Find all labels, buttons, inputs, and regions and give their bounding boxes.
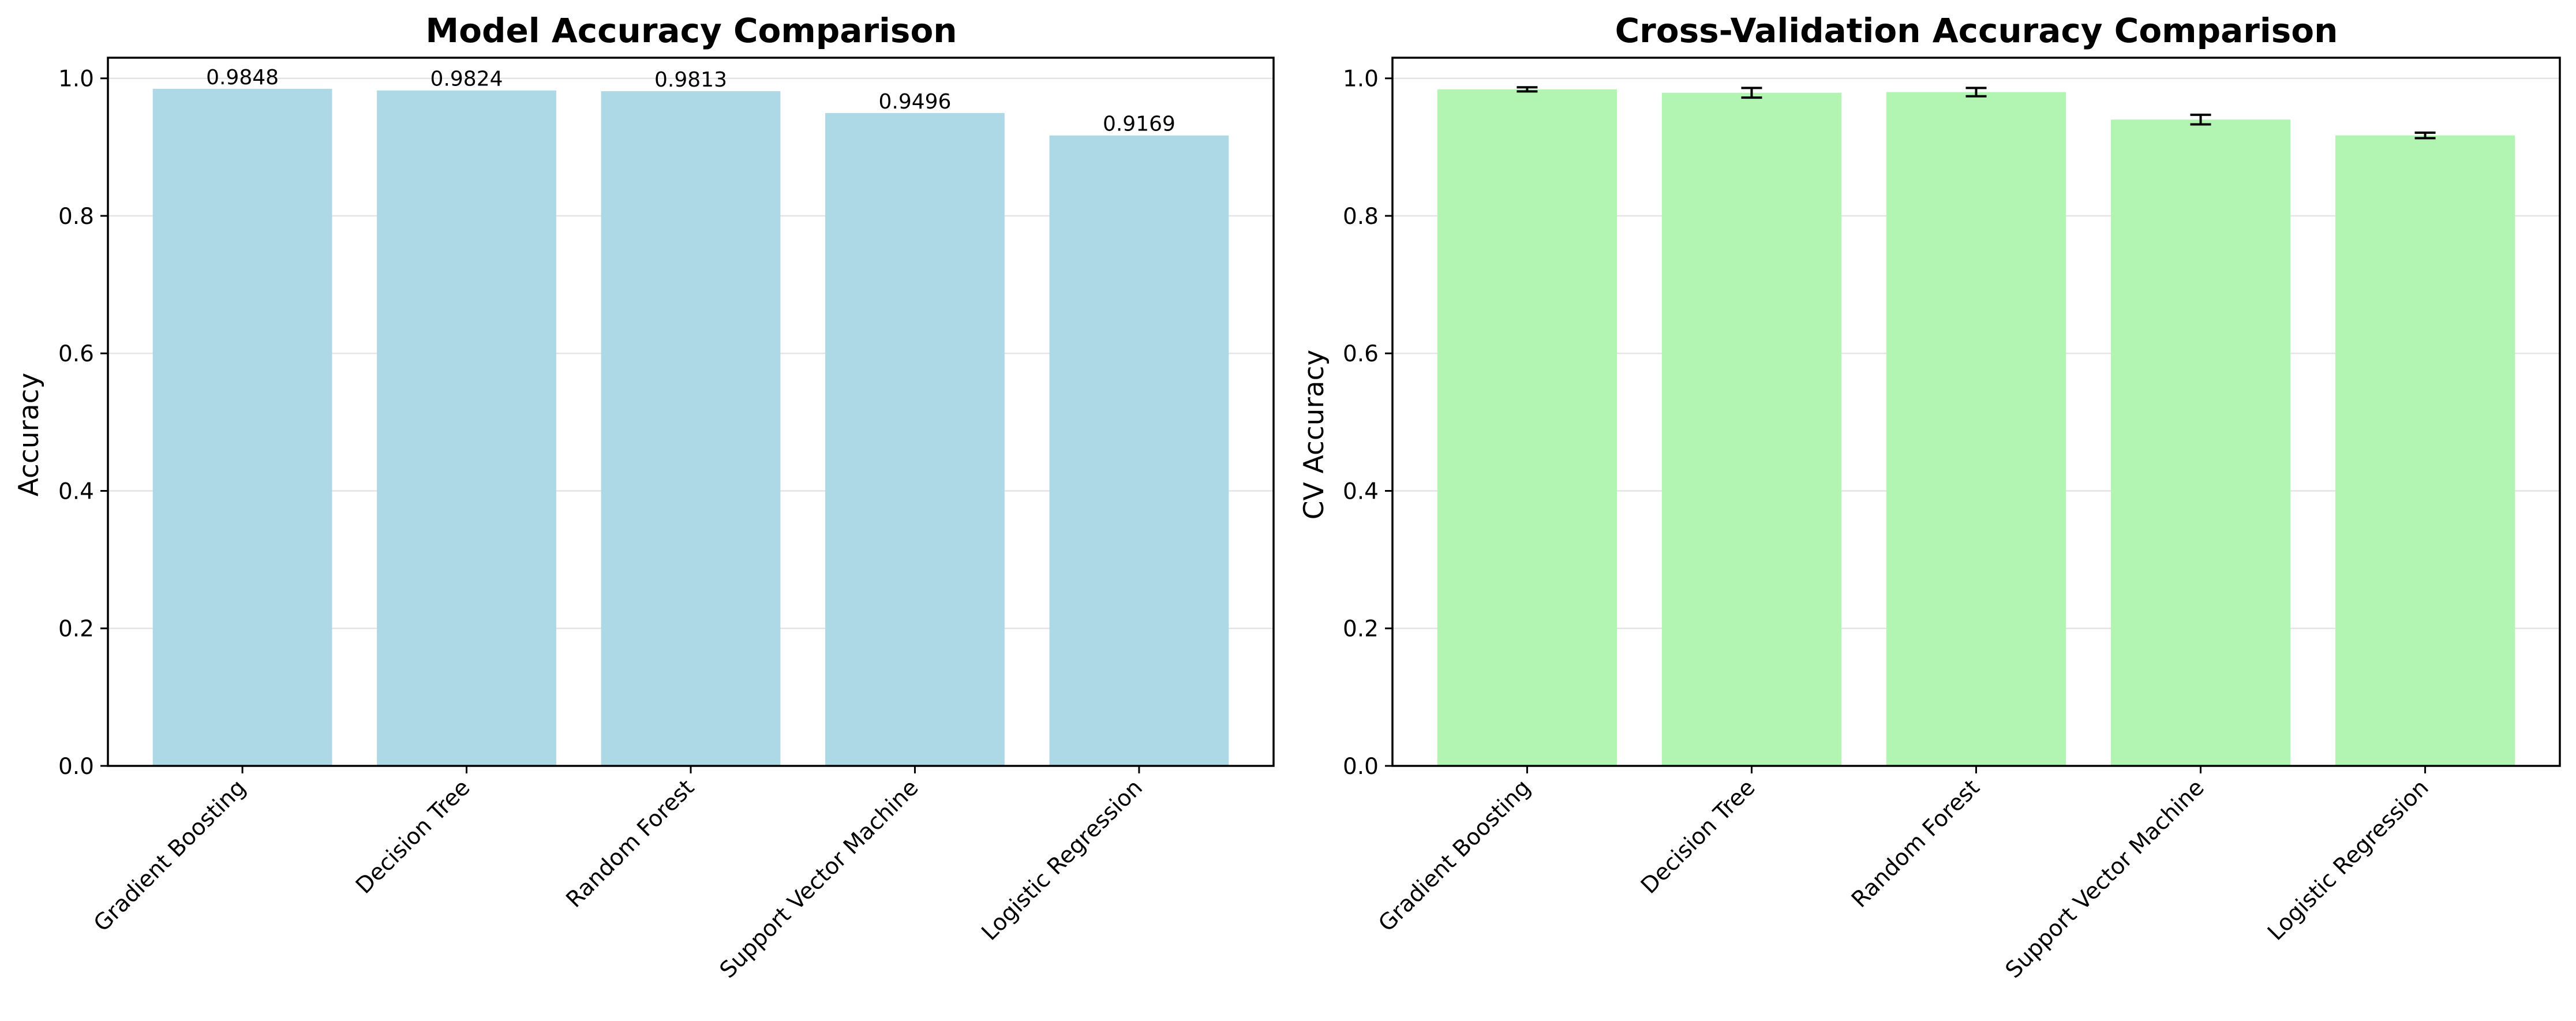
x-tick-label: Gradient Boosting	[1373, 775, 1536, 937]
y-tick-label: 0.6	[58, 341, 94, 367]
cv-accuracy-chart-panel: Cross-Validation Accuracy Comparison CV …	[1298, 11, 2561, 983]
chart-title: Model Accuracy Comparison	[425, 11, 957, 50]
x-tick-label: Decision Tree	[351, 775, 475, 899]
plot-area: 0.9848 0.9824 0.9813 0.9496 0.9169 0.0 0.2 0.4 0…	[58, 57, 1275, 983]
x-tick-label: Gradient Boosting	[89, 775, 251, 937]
bar	[825, 113, 1005, 766]
y-tick-label: 0.8	[1343, 204, 1379, 230]
data-label: 0.9813	[654, 68, 727, 92]
y-axis-label: CV Accuracy	[1298, 350, 1330, 519]
x-tick-label: Support Vector Machine	[2001, 775, 2210, 983]
y-tick-label: 0.4	[58, 478, 94, 504]
bar	[1049, 135, 1229, 766]
plot-area: 0.0 0.2 0.4 0.6 0.8 1.0 Gradient Boosting Decis…	[1343, 57, 2561, 983]
x-tick-label: Logistic Regression	[977, 775, 1148, 945]
accuracy-chart-panel: Model Accuracy Comparison Accuracy 0.984…	[13, 11, 1275, 983]
bar	[1661, 92, 1842, 766]
error-bar	[1517, 86, 1538, 93]
y-tick-label: 0.2	[1343, 616, 1379, 642]
bar	[601, 91, 781, 766]
bar	[152, 88, 332, 766]
y-tick-label: 1.0	[58, 66, 94, 92]
x-tick-label: Support Vector Machine	[715, 775, 924, 983]
chart-title: Cross-Validation Accuracy Comparison	[1615, 11, 2338, 50]
x-tick-label: Decision Tree	[1636, 775, 1760, 899]
y-tick-label: 0.0	[58, 754, 94, 780]
y-axis-label: Accuracy	[13, 373, 45, 497]
x-tick-label: Random Forest	[561, 775, 699, 912]
x-tick-label: Random Forest	[1847, 775, 1985, 912]
error-bar	[2414, 131, 2436, 140]
bar	[2110, 119, 2291, 766]
error-bar	[2190, 113, 2211, 126]
bar	[1437, 89, 1618, 766]
bar	[1886, 92, 2066, 766]
y-tick-label: 0.0	[1343, 754, 1379, 780]
error-bar	[1965, 87, 1987, 98]
error-bar	[1741, 87, 1762, 99]
y-tick-label: 1.0	[1343, 66, 1379, 92]
y-tick-label: 0.4	[1343, 478, 1379, 504]
data-label: 0.9824	[430, 68, 503, 91]
y-tick-label: 0.2	[58, 616, 94, 642]
y-tick-label: 0.6	[1343, 341, 1379, 367]
data-label: 0.9169	[1103, 113, 1175, 136]
bar	[377, 90, 556, 766]
bar	[2335, 135, 2515, 766]
data-label: 0.9496	[878, 90, 951, 114]
x-tick-label: Logistic Regression	[2263, 775, 2433, 945]
y-tick-label: 0.8	[58, 204, 94, 230]
data-label: 0.9848	[206, 66, 279, 89]
